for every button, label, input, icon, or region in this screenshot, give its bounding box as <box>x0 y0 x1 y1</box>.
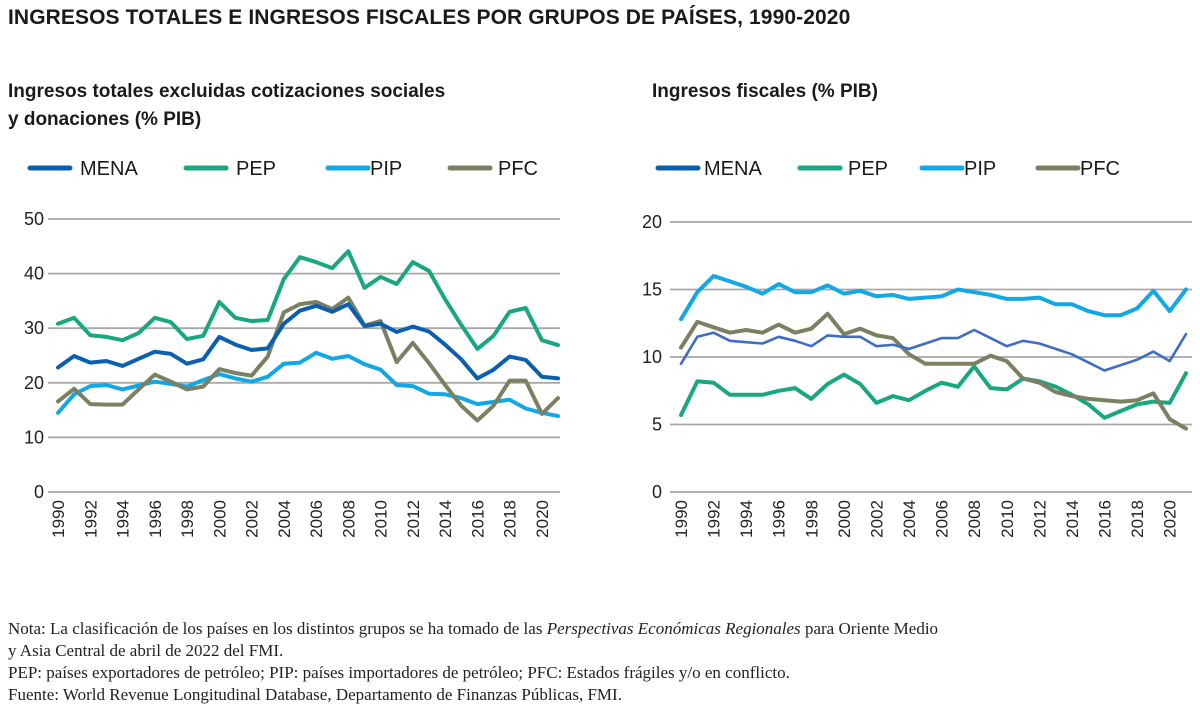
note-line-1: Nota: La clasificación de los países en … <box>8 618 1198 640</box>
left-y-tick-label: 20 <box>24 373 44 393</box>
right-y-tick-label: 0 <box>652 482 662 502</box>
right-series-pfc <box>679 311 1188 431</box>
left-x-tick-label: 1990 <box>49 500 68 538</box>
footnotes: Nota: La clasificación de los países en … <box>8 618 1198 706</box>
right-y-tick-label: 5 <box>652 415 662 435</box>
note-text-suffix: para Oriente Medio <box>800 619 939 638</box>
right-legend-item-pep: PEP <box>797 158 888 180</box>
left-series-pep <box>56 249 560 351</box>
left-y-tick-label: 30 <box>24 318 44 338</box>
left-x-tick-label: 2010 <box>372 500 391 538</box>
note-text: Nota: La clasificación de los países en … <box>8 619 547 638</box>
right-x-tick-label: 2010 <box>998 500 1017 538</box>
right-x-tick-label: 1996 <box>770 500 789 538</box>
left-x-tick-label: 2020 <box>533 500 552 538</box>
right-x-tick-label: 2012 <box>1030 500 1049 538</box>
left-line-chart: 0 10 20 30 40 50 1990 1992 1994 1996 1998 2000 2002 2… <box>24 158 560 538</box>
left-x-tick-label: 2014 <box>436 500 455 538</box>
right-x-tick-label: 2014 <box>1063 500 1082 538</box>
left-legend-item-mena: MENA <box>27 158 138 180</box>
right-legend-item-mena: MENA <box>655 158 762 180</box>
left-x-tick-label: 1994 <box>114 500 133 538</box>
left-legend-label-pip: PIP <box>370 158 402 180</box>
right-x-tick-label: 2006 <box>933 500 952 538</box>
right-x-tick-label: 1990 <box>672 500 691 538</box>
left-legend-item-pip: PIP <box>325 158 402 180</box>
right-x-tick-label: 2004 <box>900 500 919 538</box>
right-legend-label-pip: PIP <box>964 158 996 180</box>
left-x-tick-label: 2016 <box>468 500 487 538</box>
left-chart-title-line-1: Ingresos totales excluidas cotizaciones … <box>8 81 446 102</box>
left-x-tick-label: 2004 <box>275 500 294 538</box>
right-legend-item-pip: PIP <box>919 158 996 180</box>
note-line-2: y Asia Central de abril de 2022 del FMI. <box>8 641 284 660</box>
right-chart-title: Ingresos fiscales (% PIB) <box>652 81 878 102</box>
note-source: Fuente: World Revenue Longitudinal Datab… <box>8 685 622 704</box>
right-series-mena <box>679 328 1188 372</box>
right-x-tick-label: 2020 <box>1161 500 1180 538</box>
left-legend-label-pfc: PFC <box>498 158 538 180</box>
right-line-chart: 0 5 10 15 20 1990 1992 1994 1996 1998 2000 2002 2004… <box>642 158 1192 538</box>
right-y-tick-label: 20 <box>642 212 662 232</box>
left-x-tick-label: 2006 <box>307 500 326 538</box>
left-legend-label-pep: PEP <box>236 158 276 180</box>
right-x-tick-label: 2002 <box>867 500 886 538</box>
right-x-tick-label: 2000 <box>835 500 854 538</box>
right-x-tick-label: 2016 <box>1096 500 1115 538</box>
left-legend-item-pfc: PFC <box>447 158 538 180</box>
right-x-tick-label: 2008 <box>965 500 984 538</box>
left-x-tick-label: 2000 <box>210 500 229 538</box>
left-x-tick-label: 1992 <box>81 500 100 538</box>
left-series-mena <box>56 302 560 381</box>
left-series-pfc <box>56 295 560 423</box>
left-x-tick-label: 1998 <box>178 500 197 538</box>
left-legend-item-pep: PEP <box>183 158 276 180</box>
right-x-tick-label: 1998 <box>802 500 821 538</box>
left-x-tick-label: 1996 <box>146 500 165 538</box>
right-series-pip <box>679 274 1188 322</box>
right-x-tick-label: 1992 <box>705 500 724 538</box>
left-chart-title-line-2: y donaciones (% PIB) <box>8 109 202 130</box>
left-legend-label-mena: MENA <box>80 158 138 180</box>
right-x-tick-label: 1994 <box>737 500 756 538</box>
left-y-tick-label: 0 <box>34 482 44 502</box>
left-chart-title: Ingresos totales excluidas cotizaciones … <box>8 78 568 134</box>
right-x-tick-label: 2018 <box>1128 500 1147 538</box>
left-x-tick-label: 2008 <box>339 500 358 538</box>
right-y-tick-label: 10 <box>642 347 662 367</box>
left-x-tick-label: 2002 <box>243 500 262 538</box>
left-x-tick-label: 2012 <box>404 500 423 538</box>
right-legend-label-mena: MENA <box>704 158 762 180</box>
note-abbreviations: PEP: países exportadores de petróleo; PI… <box>8 663 790 682</box>
right-legend-item-pfc: PFC <box>1035 158 1120 180</box>
left-y-tick-label: 10 <box>24 427 44 447</box>
left-x-tick-label: 2018 <box>501 500 520 538</box>
right-legend-label-pfc: PFC <box>1080 158 1120 180</box>
left-y-tick-label: 40 <box>24 264 44 284</box>
left-y-tick-label: 50 <box>24 209 44 229</box>
figure-title: INGRESOS TOTALES E INGRESOS FISCALES POR… <box>8 6 851 29</box>
note-publication-title: Perspectivas Económicas Regionales <box>546 619 801 638</box>
right-legend-label-pep: PEP <box>848 158 888 180</box>
right-y-tick-label: 15 <box>642 280 662 300</box>
right-series-pep <box>679 364 1188 420</box>
